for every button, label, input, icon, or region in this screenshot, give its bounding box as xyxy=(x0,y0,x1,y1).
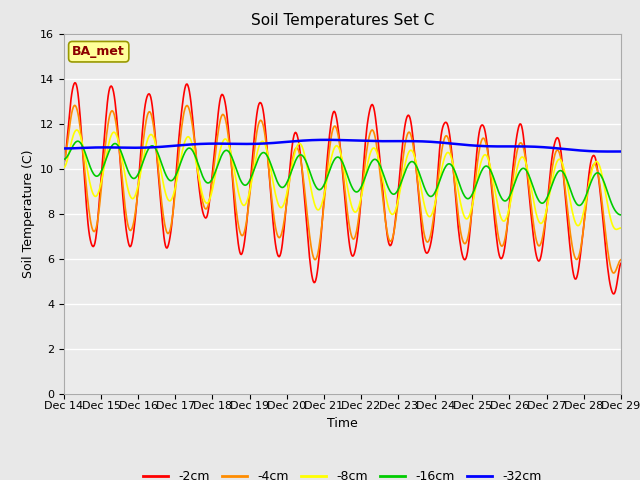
Y-axis label: Soil Temperature (C): Soil Temperature (C) xyxy=(22,149,35,278)
-32cm xyxy=(411,138,419,144)
-4cm xyxy=(428,230,435,236)
-16cm xyxy=(128,175,136,180)
-16cm xyxy=(60,156,68,162)
X-axis label: Time: Time xyxy=(327,417,358,430)
-2cm xyxy=(70,81,78,87)
-32cm xyxy=(184,142,192,147)
-32cm xyxy=(214,141,221,146)
-2cm xyxy=(428,239,435,245)
-4cm xyxy=(214,129,222,135)
-2cm xyxy=(617,261,625,266)
-16cm xyxy=(411,161,419,167)
-16cm xyxy=(70,141,78,147)
Line: -16cm: -16cm xyxy=(64,141,621,215)
Legend: -2cm, -4cm, -8cm, -16cm, -32cm: -2cm, -4cm, -8cm, -16cm, -32cm xyxy=(138,465,547,480)
-8cm xyxy=(612,227,620,232)
-32cm xyxy=(323,137,330,143)
-8cm xyxy=(428,213,435,218)
Line: -32cm: -32cm xyxy=(64,140,621,152)
-4cm xyxy=(411,155,419,160)
-2cm xyxy=(610,291,618,297)
-32cm xyxy=(617,149,625,155)
-16cm xyxy=(74,138,82,144)
-16cm xyxy=(428,193,435,199)
-8cm xyxy=(60,165,68,170)
-8cm xyxy=(617,225,625,231)
-32cm xyxy=(70,145,78,151)
-2cm xyxy=(214,111,222,117)
-2cm xyxy=(411,152,419,158)
-32cm xyxy=(127,145,135,151)
-2cm xyxy=(71,80,79,85)
-4cm xyxy=(128,225,136,231)
-2cm xyxy=(128,239,136,244)
-8cm xyxy=(185,134,193,140)
-2cm xyxy=(60,160,68,166)
-16cm xyxy=(185,145,193,151)
-4cm xyxy=(185,105,193,111)
Title: Soil Temperatures Set C: Soil Temperatures Set C xyxy=(251,13,434,28)
-32cm xyxy=(428,139,435,144)
Line: -2cm: -2cm xyxy=(64,83,621,294)
-32cm xyxy=(60,145,68,151)
Line: -8cm: -8cm xyxy=(64,130,621,229)
-32cm xyxy=(605,149,612,155)
-4cm xyxy=(71,102,79,108)
-8cm xyxy=(411,155,419,160)
-8cm xyxy=(128,196,136,202)
-4cm xyxy=(60,156,68,162)
-8cm xyxy=(214,157,222,163)
-8cm xyxy=(70,131,78,136)
-16cm xyxy=(214,161,222,167)
-2cm xyxy=(185,85,193,91)
Text: BA_met: BA_met xyxy=(72,45,125,58)
-4cm xyxy=(610,270,618,276)
-16cm xyxy=(617,212,625,218)
-4cm xyxy=(70,103,78,108)
Line: -4cm: -4cm xyxy=(64,105,621,273)
-4cm xyxy=(617,257,625,263)
-8cm xyxy=(72,127,80,133)
